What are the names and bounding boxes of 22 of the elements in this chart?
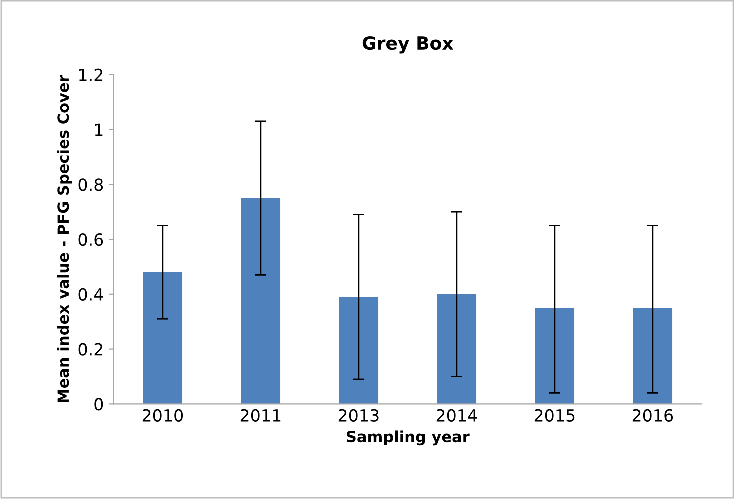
x-tick-label: 2010 (142, 409, 184, 422)
y-axis-title: Mean index value - PFG Species Cover (57, 75, 72, 403)
bar (535, 308, 575, 404)
x-tick-label: 2016 (632, 409, 674, 422)
y-tick-label: 0.4 (78, 288, 104, 301)
x-tick-label: 2011 (240, 409, 281, 422)
y-tick-label: 1 (95, 124, 103, 136)
x-tick-label: 2013 (338, 409, 379, 422)
y-tick-label: 0.8 (78, 178, 104, 192)
bar (143, 272, 183, 404)
bar (633, 308, 673, 404)
bar (339, 297, 379, 404)
y-tick-label: 0.2 (78, 343, 103, 356)
bar (241, 198, 281, 404)
bar (437, 294, 477, 404)
y-tick-label: 0 (94, 398, 104, 411)
x-tick-label: 2014 (436, 409, 478, 422)
x-tick-label: 2015 (534, 409, 575, 422)
y-tick-label: 1.2 (80, 68, 103, 82)
x-axis-title: Sampling year (347, 430, 470, 446)
y-tick-label: 0.6 (78, 233, 104, 246)
chart-title: Grey Box (362, 36, 454, 54)
